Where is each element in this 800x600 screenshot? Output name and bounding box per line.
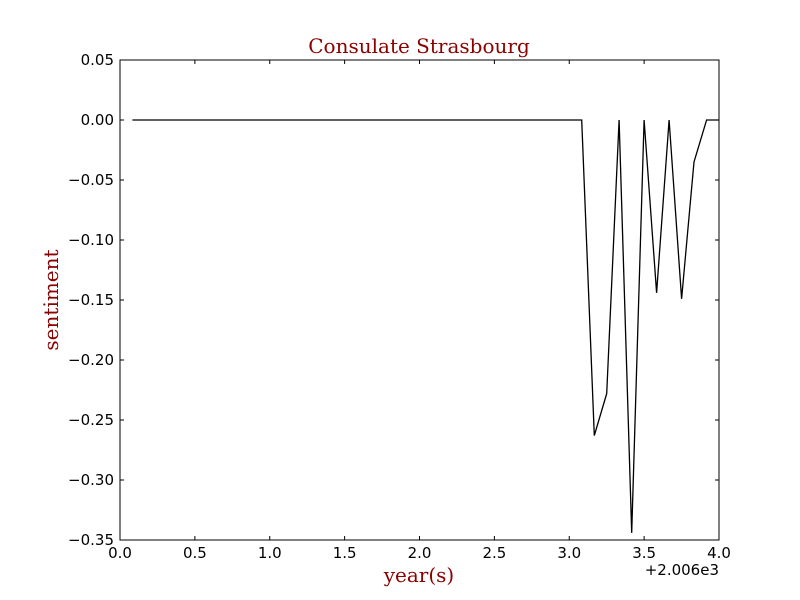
y-tick-label: 0.00 [81, 111, 114, 129]
x-tick-label: 3.5 [632, 544, 656, 562]
y-tick-label: −0.05 [68, 171, 114, 189]
x-tick-label: 1.5 [333, 544, 357, 562]
x-tick-label: 4.0 [707, 544, 731, 562]
x-tick-label: 2.0 [408, 544, 432, 562]
series-line [132, 119, 719, 533]
y-tick-label: −0.30 [68, 471, 114, 489]
y-tick-label: −0.35 [68, 531, 114, 549]
x-tick-label: 0.5 [183, 544, 207, 562]
y-axis: 0.05 0.00 −0.05 −0.10 −0.15 −0.20 −0.25 −0.30 −0… [68, 51, 719, 549]
y-axis-label: sentiment [39, 249, 63, 350]
x-axis: 0.0 0.5 1.0 1.5 2.0 2.5 3.0 3.5 4.0 [108, 60, 731, 562]
y-tick-label: −0.10 [68, 231, 114, 249]
y-tick-label: −0.20 [68, 351, 114, 369]
x-axis-label: year(s) [383, 563, 455, 587]
x-tick-label: 0.0 [108, 544, 132, 562]
y-tick-label: −0.25 [68, 411, 114, 429]
x-tick-label: 2.5 [482, 544, 506, 562]
x-tick-label: 3.0 [557, 544, 581, 562]
y-tick-label: −0.15 [68, 291, 114, 309]
chart-title: Consulate Strasbourg [308, 34, 530, 58]
x-tick-label: 1.0 [258, 544, 282, 562]
x-offset-label: +2.006e3 [645, 561, 719, 579]
y-tick-label: 0.05 [81, 51, 114, 69]
